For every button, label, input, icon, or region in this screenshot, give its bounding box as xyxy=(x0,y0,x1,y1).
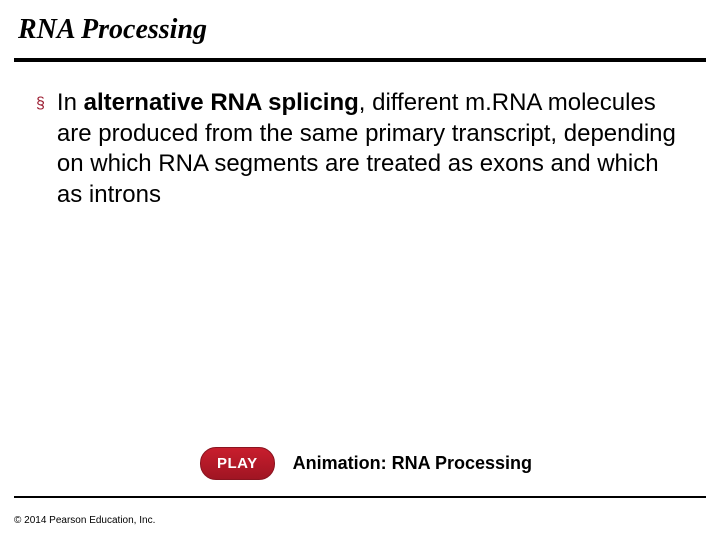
bullet-text: In alternative RNA splicing, different m… xyxy=(57,88,676,211)
copyright-text: © 2014 Pearson Education, Inc. xyxy=(14,515,155,526)
bullet-text-bold: alternative RNA splicing xyxy=(84,89,359,116)
bullet-text-pre: In xyxy=(57,89,84,116)
bottom-divider xyxy=(14,496,706,498)
play-caption: Animation: RNA Processing xyxy=(293,453,532,474)
play-button[interactable]: PLAY xyxy=(200,447,275,480)
play-section: PLAY Animation: RNA Processing xyxy=(200,447,532,480)
content-area: § In alternative RNA splicing, different… xyxy=(14,88,706,211)
bullet-marker-icon: § xyxy=(36,94,45,114)
slide-container: RNA Processing § In alternative RNA spli… xyxy=(0,0,720,540)
title-divider xyxy=(14,58,706,62)
bullet-item: § In alternative RNA splicing, different… xyxy=(36,88,676,211)
page-title: RNA Processing xyxy=(14,14,706,46)
